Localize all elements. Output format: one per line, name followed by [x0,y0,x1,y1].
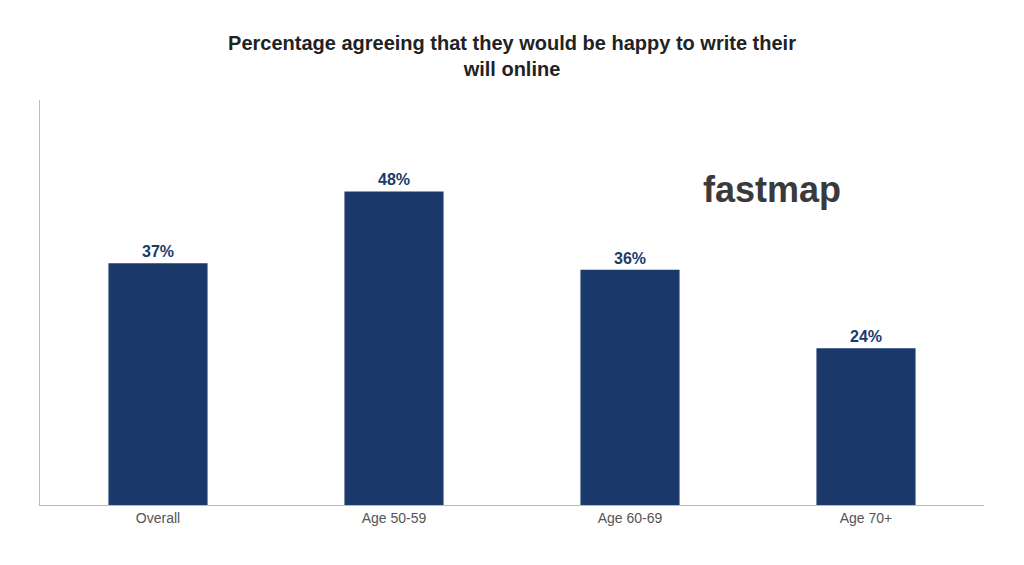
svg-text:Age 60-69: Age 60-69 [598,510,663,526]
svg-text:37%: 37% [142,243,174,260]
svg-text:48%: 48% [378,171,410,188]
svg-text:Overall: Overall [136,510,180,526]
svg-text:36%: 36% [614,250,646,267]
svg-text:Age 70+: Age 70+ [840,510,893,526]
svg-text:24%: 24% [850,328,882,345]
svg-text:Age 50-59: Age 50-59 [362,510,427,526]
svg-text:fastmap: fastmap [703,169,841,210]
svg-text:Percentage agreeing that they: Percentage agreeing that they would be h… [228,32,796,80]
